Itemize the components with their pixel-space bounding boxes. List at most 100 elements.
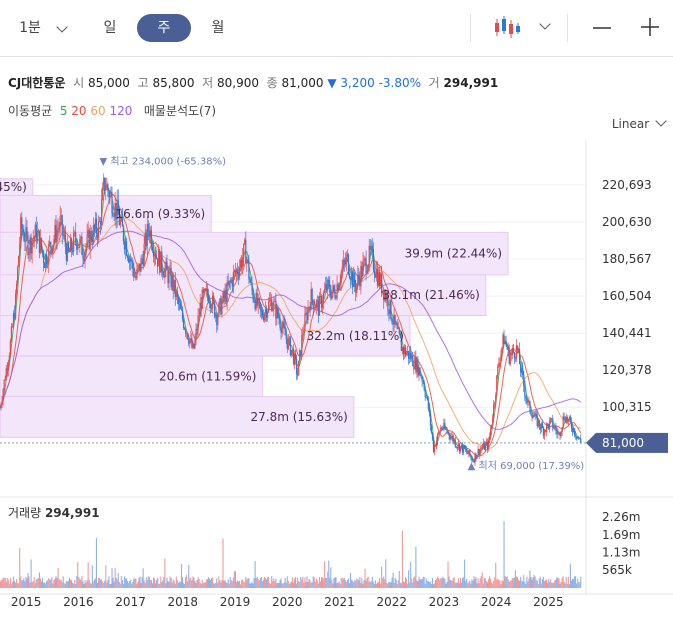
candle-body — [47, 263, 49, 265]
volume-profile-label[interactable]: 매물분석도(7) — [143, 104, 217, 118]
volume-bar — [478, 583, 480, 588]
volume-bar — [270, 583, 272, 588]
volume-bar — [53, 579, 55, 588]
volume-bar — [305, 581, 307, 588]
candle-body — [107, 184, 109, 191]
candle-body — [361, 266, 363, 276]
volume-bar — [147, 576, 149, 588]
volume-bar — [347, 578, 350, 588]
candle-body — [570, 421, 573, 429]
volume-bar — [424, 583, 426, 588]
volume-bar — [61, 582, 63, 588]
volume-bar — [325, 578, 327, 588]
volume-bar — [417, 581, 419, 588]
candle-body — [460, 444, 463, 447]
candlestick-icon[interactable] — [492, 14, 522, 40]
volume-bar — [438, 577, 440, 588]
volume-bar — [237, 581, 240, 588]
ma-label[interactable]: 이동평균 — [8, 104, 53, 118]
volume-bar — [193, 577, 195, 588]
volume-bar — [196, 579, 198, 588]
volume-bar — [17, 583, 19, 588]
candle-body — [561, 427, 563, 433]
volume-bar — [333, 578, 335, 588]
change-value: ▼ 3,200 — [327, 76, 375, 90]
candle-body — [564, 419, 566, 423]
volume-bar — [66, 581, 68, 588]
chevron-down-icon[interactable] — [56, 21, 68, 33]
volume-bar — [119, 583, 121, 588]
candle-body — [207, 295, 210, 303]
volume-bar — [214, 583, 216, 588]
tab-monthly[interactable]: 월 — [211, 20, 225, 36]
candle-body — [303, 330, 305, 334]
chevron-down-icon[interactable] — [539, 18, 551, 30]
candle-body — [283, 321, 285, 328]
candle-body — [272, 308, 274, 311]
volume-bar — [499, 580, 501, 588]
candle-body — [372, 248, 374, 270]
candle-body — [75, 232, 77, 241]
candle-body — [83, 258, 85, 262]
candle-body — [220, 298, 222, 315]
candle-body — [177, 296, 179, 304]
minus-icon[interactable] — [592, 19, 612, 37]
plus-icon[interactable] — [640, 17, 660, 37]
candle-body — [170, 268, 172, 288]
candle-body — [307, 307, 309, 320]
candle-body — [411, 355, 413, 360]
candle-body — [112, 213, 114, 216]
volume-bar — [39, 578, 41, 588]
candle-body — [263, 313, 266, 321]
candle-body — [331, 291, 333, 299]
candle-body — [378, 272, 381, 286]
volume-bar — [178, 581, 180, 588]
tab-1min[interactable]: 1분 — [19, 20, 41, 36]
candle-body — [499, 362, 501, 364]
candle-body — [417, 359, 419, 376]
volume-bar — [96, 582, 99, 588]
volume-bar — [296, 583, 298, 588]
candle-body — [425, 396, 427, 398]
candle-body — [393, 314, 395, 325]
candle-body — [489, 428, 492, 437]
candle-body — [5, 368, 7, 380]
candle-body — [226, 281, 228, 302]
volume-bar — [299, 582, 301, 588]
candle-body — [243, 243, 245, 258]
volume-bar — [374, 580, 376, 588]
tab-weekly[interactable]: 주 — [137, 14, 191, 42]
candle-body — [376, 269, 379, 286]
volume-bar — [145, 577, 147, 588]
volume-bar — [205, 579, 207, 588]
candle-body — [370, 245, 372, 250]
volume-bar — [157, 578, 159, 588]
volume-bar — [353, 582, 355, 588]
volume-bar — [88, 579, 90, 588]
volume-bar — [264, 577, 267, 588]
volume-bar — [81, 576, 83, 588]
candle-body — [113, 215, 115, 217]
volume-bar — [52, 583, 54, 588]
candle-body — [352, 271, 354, 287]
candle-body — [26, 227, 28, 236]
volume-bar — [358, 580, 360, 588]
volume-bar — [463, 577, 465, 588]
volume-bar — [156, 579, 158, 588]
candle-body — [554, 427, 556, 429]
candle-body — [298, 360, 300, 376]
volume-bar — [292, 582, 295, 588]
candle-body — [242, 257, 244, 268]
candle-body — [30, 237, 32, 254]
candle-body — [432, 439, 435, 452]
volume-bar — [552, 582, 554, 588]
volume-bar — [321, 577, 324, 588]
volume-bar — [451, 580, 453, 588]
candle-body — [215, 314, 217, 318]
scale-selector[interactable]: Linear — [612, 115, 667, 131]
candle-body — [227, 281, 229, 285]
volume-bar — [381, 566, 383, 588]
volume-profile-label: 38.1m (21.46%) — [382, 288, 479, 302]
tab-daily[interactable]: 일 — [103, 20, 117, 36]
candle-body — [237, 273, 240, 277]
